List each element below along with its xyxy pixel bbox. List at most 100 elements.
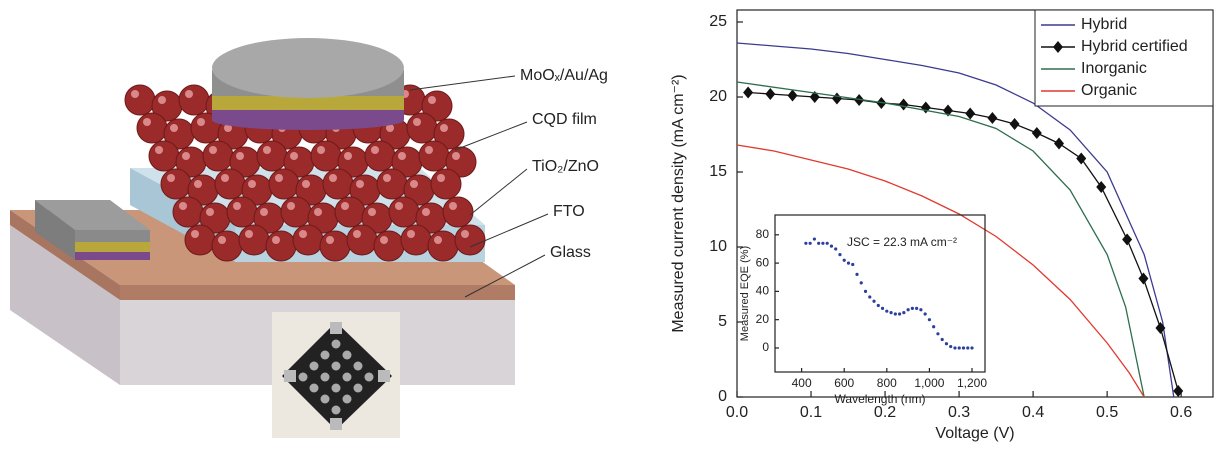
legend-box — [1034, 9, 1214, 107]
data-point — [829, 244, 834, 248]
cqd-highlight — [209, 146, 217, 154]
cqd-sphere — [172, 196, 204, 228]
contact-metal — [75, 230, 150, 242]
data-point — [885, 309, 889, 313]
photo-pad — [309, 383, 319, 393]
cqd-highlight — [143, 118, 151, 126]
photo-pad — [364, 372, 374, 382]
y-tick-label: 0 — [762, 340, 769, 354]
disc-top — [212, 38, 404, 98]
cqd-highlight — [248, 180, 256, 188]
photo-pad — [298, 372, 308, 382]
y-tick-label: 20 — [709, 88, 727, 105]
data-point — [854, 94, 865, 106]
data-point — [927, 318, 932, 322]
cqd-sphere — [136, 112, 168, 144]
legend-label: Hybrid — [1081, 16, 1127, 33]
x-axis-label: Wavelength (nm) — [835, 392, 926, 406]
y-tick-label: 10 — [709, 238, 727, 255]
cqd-sphere — [346, 224, 378, 256]
cqd-highlight — [263, 146, 271, 154]
photo-corner — [330, 418, 342, 430]
photo-pad — [331, 405, 341, 415]
photo-pad — [342, 350, 352, 360]
fto-front — [120, 285, 515, 300]
cqd-highlight — [170, 124, 178, 132]
cqd-highlight — [440, 124, 448, 132]
data-point — [804, 241, 808, 245]
series-line — [748, 91, 1179, 392]
cqd-highlight — [197, 118, 205, 126]
plot-frame — [736, 9, 1214, 398]
photo-pad — [353, 361, 363, 371]
data-point — [902, 310, 906, 315]
cqd-highlight — [452, 152, 460, 160]
cqd-highlight — [380, 236, 388, 244]
cqd-sphere — [442, 196, 474, 228]
cqd-highlight — [353, 230, 361, 238]
cqd-highlight — [344, 152, 352, 160]
diagram-label: FTO — [553, 203, 585, 220]
data-point — [923, 312, 927, 316]
cqd-highlight — [218, 236, 226, 244]
y-tick-label: 15 — [709, 163, 727, 180]
cqd-sphere — [388, 196, 420, 228]
diagram-label: TiO₂/ZnO — [532, 158, 599, 175]
contact-moox — [75, 252, 150, 260]
cqd-highlight — [185, 90, 193, 98]
cqd-sphere — [454, 224, 486, 256]
x-tick-label: 0.5 — [1096, 404, 1118, 421]
data-point — [1009, 118, 1020, 130]
legend-label: Organic — [1081, 82, 1137, 99]
data-point — [1155, 322, 1166, 334]
x-tick-label: 800 — [877, 376, 897, 390]
x-tick-label: 400 — [792, 376, 812, 390]
legend-label: Hybrid certified — [1081, 38, 1188, 55]
cqd-highlight — [236, 152, 244, 160]
data-point — [898, 98, 909, 111]
cqd-sphere — [160, 168, 192, 200]
disc-gold — [212, 96, 404, 110]
cqd-highlight — [155, 146, 163, 154]
photo-chip — [282, 322, 392, 430]
x-tick-label: 0.4 — [1022, 404, 1044, 421]
photo-pad — [342, 372, 352, 382]
data-point — [834, 247, 838, 251]
y-tick-label: 20 — [756, 312, 770, 326]
cqd-highlight — [407, 230, 415, 238]
cqd-sphere — [178, 84, 210, 116]
y-axis-label: Measured EQE (%) — [739, 246, 751, 341]
cqd-sphere — [148, 140, 180, 172]
device-schematic — [10, 38, 549, 438]
cqd-sphere — [184, 224, 216, 256]
cqd-highlight — [341, 202, 349, 210]
cqd-sphere — [319, 230, 351, 262]
series-line — [736, 81, 1145, 398]
cqd-highlight — [428, 96, 436, 104]
y-tick-label: 0 — [718, 388, 727, 405]
data-point — [932, 325, 936, 329]
data-point — [957, 346, 961, 350]
cqd-highlight — [167, 174, 175, 182]
data-point — [851, 262, 855, 267]
cqd-film — [124, 84, 486, 262]
data-point — [970, 346, 974, 350]
data-point — [872, 299, 876, 303]
photo-pad — [331, 339, 341, 349]
cqd-highlight — [371, 146, 379, 154]
contact-top — [35, 200, 150, 230]
cqd-sphere — [334, 196, 366, 228]
x-tick-label: 0.3 — [948, 404, 970, 421]
data-point — [817, 241, 821, 245]
cqd-sphere — [238, 224, 270, 256]
data-point — [765, 88, 776, 100]
cqd-sphere — [265, 230, 297, 262]
data-point — [868, 295, 872, 299]
cqd-sphere — [280, 196, 312, 228]
cqd-highlight — [287, 202, 295, 210]
leaders — [409, 75, 549, 298]
cqd-highlight — [383, 174, 391, 182]
data-point — [910, 306, 914, 310]
cqd-highlight — [434, 236, 442, 244]
